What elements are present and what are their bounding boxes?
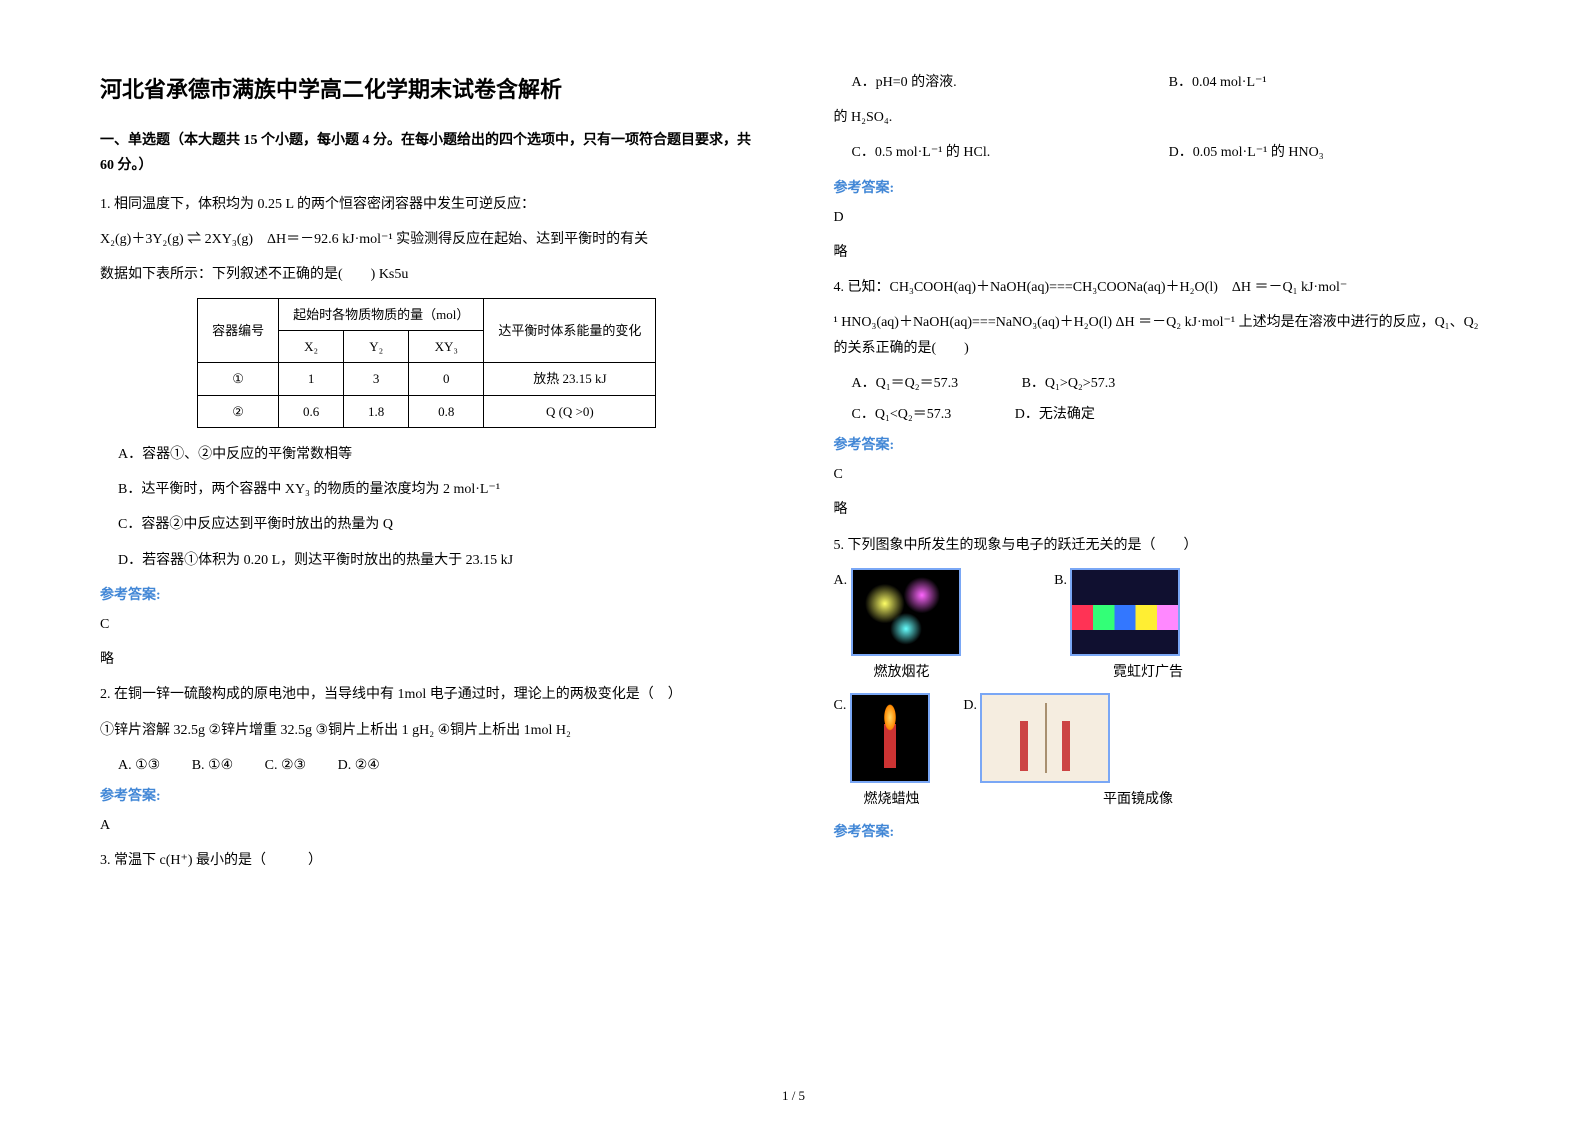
cell: ②: [198, 395, 279, 427]
th-energy: 达平衡时体系能量的变化: [484, 298, 656, 363]
answer-label: 参考答案:: [834, 433, 1488, 458]
q2-answer: A: [100, 813, 754, 838]
table-row: ① 1 3 0 放热 23.15 kJ: [198, 363, 656, 395]
q5-capA: 燃放烟花: [874, 660, 930, 685]
q4-row1: A．Q₁＝Q₂＝57.3 B．Q₁>Q₂>57.3: [852, 371, 1488, 396]
q3-answer: D: [834, 205, 1488, 230]
q5-labA: A.: [834, 573, 848, 588]
left-column: 河北省承德市满族中学高二化学期末试卷含解析 一、单选题（本大题共 15 个小题，…: [100, 70, 754, 1082]
answer-label: 参考答案:: [834, 176, 1488, 201]
q5-labC: C.: [834, 698, 847, 713]
q2-optA: A. ①③: [118, 753, 160, 778]
q5-capC: 燃烧蜡烛: [864, 787, 920, 812]
q3-optB2: 的 H₂SO₄.: [834, 105, 1488, 130]
q1-table: 容器编号 起始时各物质物质的量（mol） 达平衡时体系能量的变化 X₂ Y₂ X…: [197, 298, 656, 429]
neon-image: [1070, 568, 1180, 656]
q5-caps-row1: 燃放烟花 霓虹灯广告: [834, 660, 1488, 685]
q5-images-row1: A. B.: [834, 568, 1488, 656]
table-row: ② 0.6 1.8 0.8 Q (Q >0): [198, 395, 656, 427]
q3-optA: A．pH=0 的溶液.: [852, 70, 1166, 95]
cell: Q (Q >0): [484, 395, 656, 427]
q4-row2: C．Q₁<Q₂＝57.3 D．无法确定: [852, 402, 1488, 427]
page-columns: 河北省承德市满族中学高二化学期末试卷含解析 一、单选题（本大题共 15 个小题，…: [100, 70, 1487, 1082]
q1-answer: C: [100, 612, 754, 637]
q4-optB: B．Q₁>Q₂>57.3: [1022, 371, 1116, 396]
cell: 1.8: [344, 395, 409, 427]
answer-label: 参考答案:: [100, 583, 754, 608]
cell: 1: [279, 363, 344, 395]
q1-optA: A．容器①、②中反应的平衡常数相等: [118, 442, 754, 467]
q2-stem2: ①锌片溶解 32.5g ②锌片增重 32.5g ③铜片上析出 1 gH₂ ④铜片…: [100, 718, 754, 743]
cell: 0.8: [409, 395, 484, 427]
question-1: 1. 相同温度下，体积均为 0.25 L 的两个恒容密闭容器中发生可逆反应： X…: [100, 192, 754, 672]
q5-capB: 霓虹灯广告: [1113, 660, 1183, 685]
question-4: 4. 已知：CH₃COOH(aq)＋NaOH(aq)===CH₃COONa(aq…: [834, 275, 1488, 523]
q5-pair-b: B.: [1054, 568, 1180, 656]
candle-image: [850, 693, 930, 783]
q5-capD: 平面镜成像: [1103, 787, 1173, 812]
mirror-image: [980, 693, 1110, 783]
q4-stem1: 4. 已知：CH₃COOH(aq)＋NaOH(aq)===CH₃COONa(aq…: [834, 275, 1488, 300]
q5-images-row2: C. D.: [834, 693, 1488, 783]
q2-optC: C. ②③: [265, 753, 306, 778]
section-heading: 一、单选题（本大题共 15 个小题，每小题 4 分。在每小题给出的四个选项中，只…: [100, 128, 754, 178]
th-x2: X₂: [279, 330, 344, 362]
th-xy3: XY₃: [409, 330, 484, 362]
th-start: 起始时各物质物质的量（mol）: [279, 298, 484, 330]
q5-labD: D.: [963, 698, 977, 713]
q5-caps-row2: 燃烧蜡烛 平面镜成像: [834, 787, 1488, 812]
q3-stem: 3. 常温下 c(H⁺) 最小的是（ ）: [100, 848, 754, 873]
q4-optC: C．Q₁<Q₂＝57.3: [852, 402, 952, 427]
q2-optB: B. ①④: [192, 753, 233, 778]
q3-row1: A．pH=0 的溶液. B．0.04 mol·L⁻¹: [834, 70, 1488, 95]
q3-optC: C．0.5 mol·L⁻¹ 的 HCl.: [852, 140, 1166, 165]
page-title: 河北省承德市满族中学高二化学期末试卷含解析: [100, 70, 754, 110]
cell: 3: [344, 363, 409, 395]
q5-stem: 5. 下列图象中所发生的现象与电子的跃迁无关的是（ ）: [834, 533, 1488, 558]
q1-exp: 略: [100, 647, 754, 672]
q2-stem1: 2. 在铜一锌一硫酸构成的原电池中，当导线中有 1mol 电子通过时，理论上的两…: [100, 682, 754, 707]
q1-eq: X₂(g)＋3Y₂(g) ⇌ 2XY₃(g) ΔH＝－92.6 kJ·mol⁻¹…: [100, 227, 754, 252]
cell: 0.6: [279, 395, 344, 427]
q2-options: A. ①③ B. ①④ C. ②③ D. ②④: [118, 753, 754, 778]
q5-labB: B.: [1054, 573, 1067, 588]
cell: 0: [409, 363, 484, 395]
q1-stem: 1. 相同温度下，体积均为 0.25 L 的两个恒容密闭容器中发生可逆反应：: [100, 192, 754, 217]
q4-optD: D．无法确定: [1015, 402, 1095, 427]
fireworks-image: [851, 568, 961, 656]
q2-optD: D. ②④: [338, 753, 380, 778]
q3-optB: B．0.04 mol·L⁻¹: [1169, 70, 1483, 95]
q4-stem2: ¹ HNO₃(aq)＋NaOH(aq)===NaNO₃(aq)＋H₂O(l) Δ…: [834, 310, 1488, 360]
q5-pair-c: C.: [834, 693, 930, 783]
th-y2: Y₂: [344, 330, 409, 362]
q1-optC: C．容器②中反应达到平衡时放出的热量为 Q: [118, 512, 754, 537]
q3-exp: 略: [834, 240, 1488, 265]
cell: ①: [198, 363, 279, 395]
q4-answer: C: [834, 462, 1488, 487]
question-2: 2. 在铜一锌一硫酸构成的原电池中，当导线中有 1mol 电子通过时，理论上的两…: [100, 682, 754, 838]
cell: 放热 23.15 kJ: [484, 363, 656, 395]
table-row: 容器编号 起始时各物质物质的量（mol） 达平衡时体系能量的变化: [198, 298, 656, 330]
answer-label: 参考答案:: [100, 784, 754, 809]
right-column: A．pH=0 的溶液. B．0.04 mol·L⁻¹ 的 H₂SO₄. C．0.…: [834, 70, 1488, 1082]
q1-optB: B．达平衡时，两个容器中 XY₃ 的物质的量浓度均为 2 mol·L⁻¹: [118, 477, 754, 502]
q1-optD: D．若容器①体积为 0.20 L，则达平衡时放出的热量大于 23.15 kJ: [118, 548, 754, 573]
q1-eq2: 数据如下表所示：下列叙述不正确的是( ) Ks5u: [100, 262, 754, 287]
th-container: 容器编号: [198, 298, 279, 363]
q3-optD: D．0.05 mol·L⁻¹ 的 HNO₃: [1169, 140, 1483, 165]
q5-pair-d: D.: [963, 693, 1110, 783]
q4-exp: 略: [834, 497, 1488, 522]
answer-label: 参考答案:: [834, 820, 1488, 845]
q3-row2: C．0.5 mol·L⁻¹ 的 HCl. D．0.05 mol·L⁻¹ 的 HN…: [834, 140, 1488, 165]
question-5: 5. 下列图象中所发生的现象与电子的跃迁无关的是（ ） A. B. 燃放烟花 霓…: [834, 533, 1488, 846]
page-footer: 1 / 5: [0, 1088, 1587, 1104]
q4-optA: A．Q₁＝Q₂＝57.3: [852, 371, 959, 396]
q5-pair-a: A.: [834, 568, 961, 656]
